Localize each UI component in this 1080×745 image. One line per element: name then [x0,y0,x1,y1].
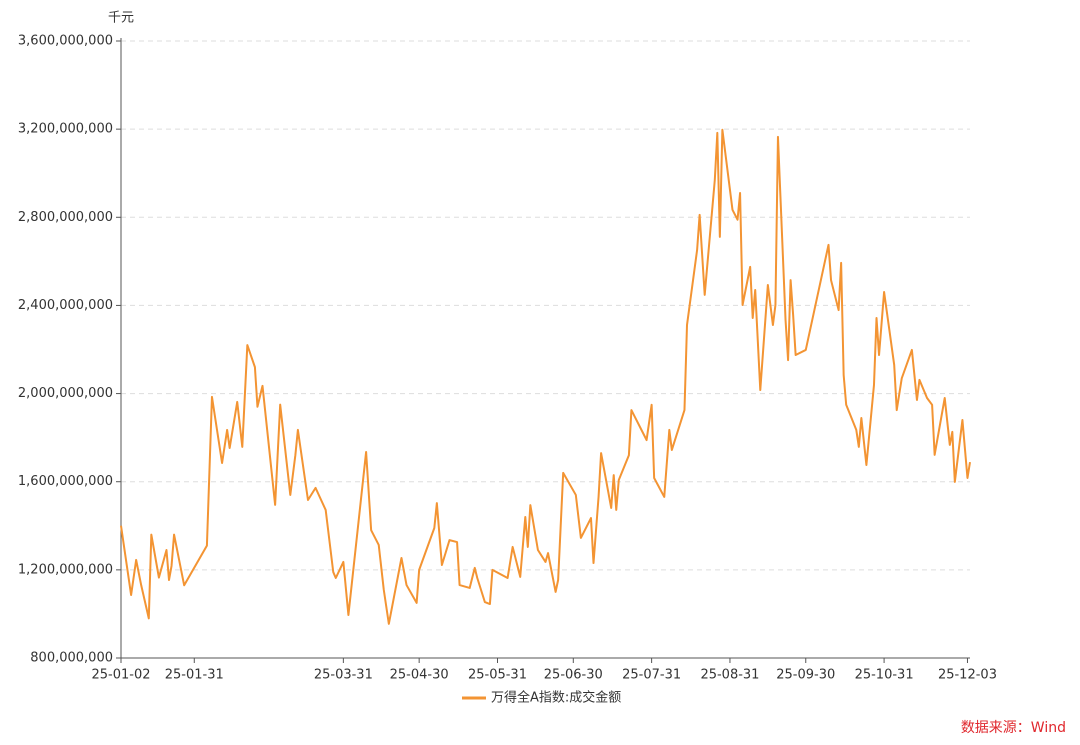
x-tick-label: 25-08-31 [700,668,759,683]
unit-label: 千元 [108,11,134,26]
x-tick-label: 25-09-30 [776,668,835,683]
x-tick-label: 25-06-30 [544,668,603,683]
x-tick-label: 25-03-31 [314,668,373,683]
legend-label: 万得全A指数:成交金额 [491,690,621,706]
y-tick-label: 2,800,000,000 [18,210,113,225]
x-tick-label: 25-12-03 [938,668,997,683]
y-tick-label: 1,200,000,000 [18,562,113,577]
line [120,128,971,625]
y-tick-label: 3,200,000,000 [18,122,113,137]
x-tick-label: 25-10-31 [855,668,914,683]
x-tick-label: 25-05-31 [468,668,527,683]
y-tick-label: 2,000,000,000 [18,386,113,401]
x-tick-label: 25-04-30 [390,668,449,683]
x-tick-label: 25-07-31 [622,668,681,683]
y-tick-label: 3,600,000,000 [18,34,113,49]
y-tick-label: 1,600,000,000 [18,474,113,489]
y-tick-label: 800,000,000 [30,651,113,666]
x-tick-label: 25-01-02 [91,668,150,683]
y-tick-label: 2,400,000,000 [18,298,113,313]
source: 数据来源：Wind [961,720,1066,736]
x-tick-label: 25-01-31 [165,668,224,683]
